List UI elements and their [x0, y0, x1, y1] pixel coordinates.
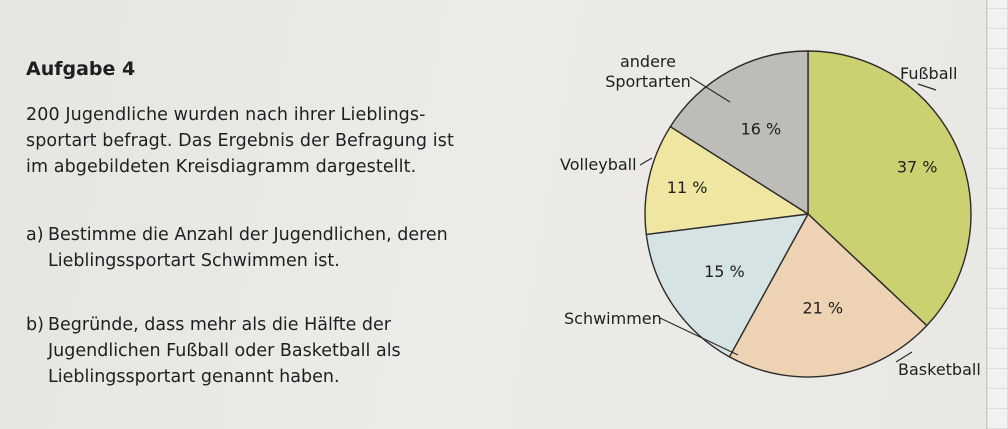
- pie-category-label: Sportarten: [605, 72, 691, 91]
- subtask-b-line: Lieblingssportart genannt haben.: [48, 367, 340, 387]
- pie-value-label: 37 %: [897, 158, 938, 177]
- pie-value-label: 15 %: [704, 262, 745, 281]
- pie-category-label: Volleyball: [560, 155, 637, 174]
- pie-value-label: 21 %: [802, 298, 843, 317]
- intro-line: im abgebildeten Kreisdiagramm dargestell…: [26, 157, 417, 177]
- subtask-a: a) Bestimme die Anzahl der Jugendlichen, …: [26, 222, 526, 274]
- pie-slice-basketball: [728, 213, 928, 378]
- pie-slice-volleyball: [644, 125, 809, 236]
- pie-slice-fussball: [807, 50, 972, 327]
- subtask-b-line: Begründe, dass mehr als die Hälfte der: [48, 315, 391, 335]
- pie-leader-line: [917, 83, 937, 91]
- pie-category-label: andere: [620, 52, 676, 71]
- pie-leader-line: [895, 351, 913, 363]
- pie-category-label: Basketball: [898, 360, 981, 379]
- subtask-a-line: Lieblingssportart Schwimmen ist.: [48, 251, 340, 271]
- intro-line: sportart befragt. Das Ergebnis der Befra…: [26, 131, 454, 151]
- pie-category-label: Schwimmen: [564, 309, 662, 328]
- pie-category-label: Fußball: [900, 64, 957, 83]
- intro-line: 200 Jugendliche wurden nach ihrer Liebli…: [26, 105, 426, 125]
- pie-leader-line: [659, 317, 739, 356]
- task-title: Aufgabe 4: [26, 58, 136, 80]
- pie-value-label: 11 %: [667, 178, 708, 197]
- pie-value-label: 16 %: [741, 119, 782, 138]
- pie-leader-line: [689, 76, 731, 103]
- task-intro: 200 Jugendliche wurden nach ihrer Liebli…: [26, 102, 526, 180]
- pie-slice-andere-sportarten: [669, 50, 809, 215]
- subtask-a-line: Bestimme die Anzahl der Jugendlichen, de…: [48, 225, 448, 245]
- graph-paper-edge: [986, 0, 1008, 429]
- subtask-b: b) Begründe, dass mehr als die Hälfte der…: [26, 312, 526, 390]
- pie-slice-schwimmen: [645, 213, 809, 358]
- subtask-a-letter: a): [26, 225, 44, 245]
- subtask-b-line: Jugendlichen Fußball oder Basketball als: [48, 341, 401, 361]
- pie-leader-line: [639, 157, 653, 166]
- subtask-b-letter: b): [26, 315, 44, 335]
